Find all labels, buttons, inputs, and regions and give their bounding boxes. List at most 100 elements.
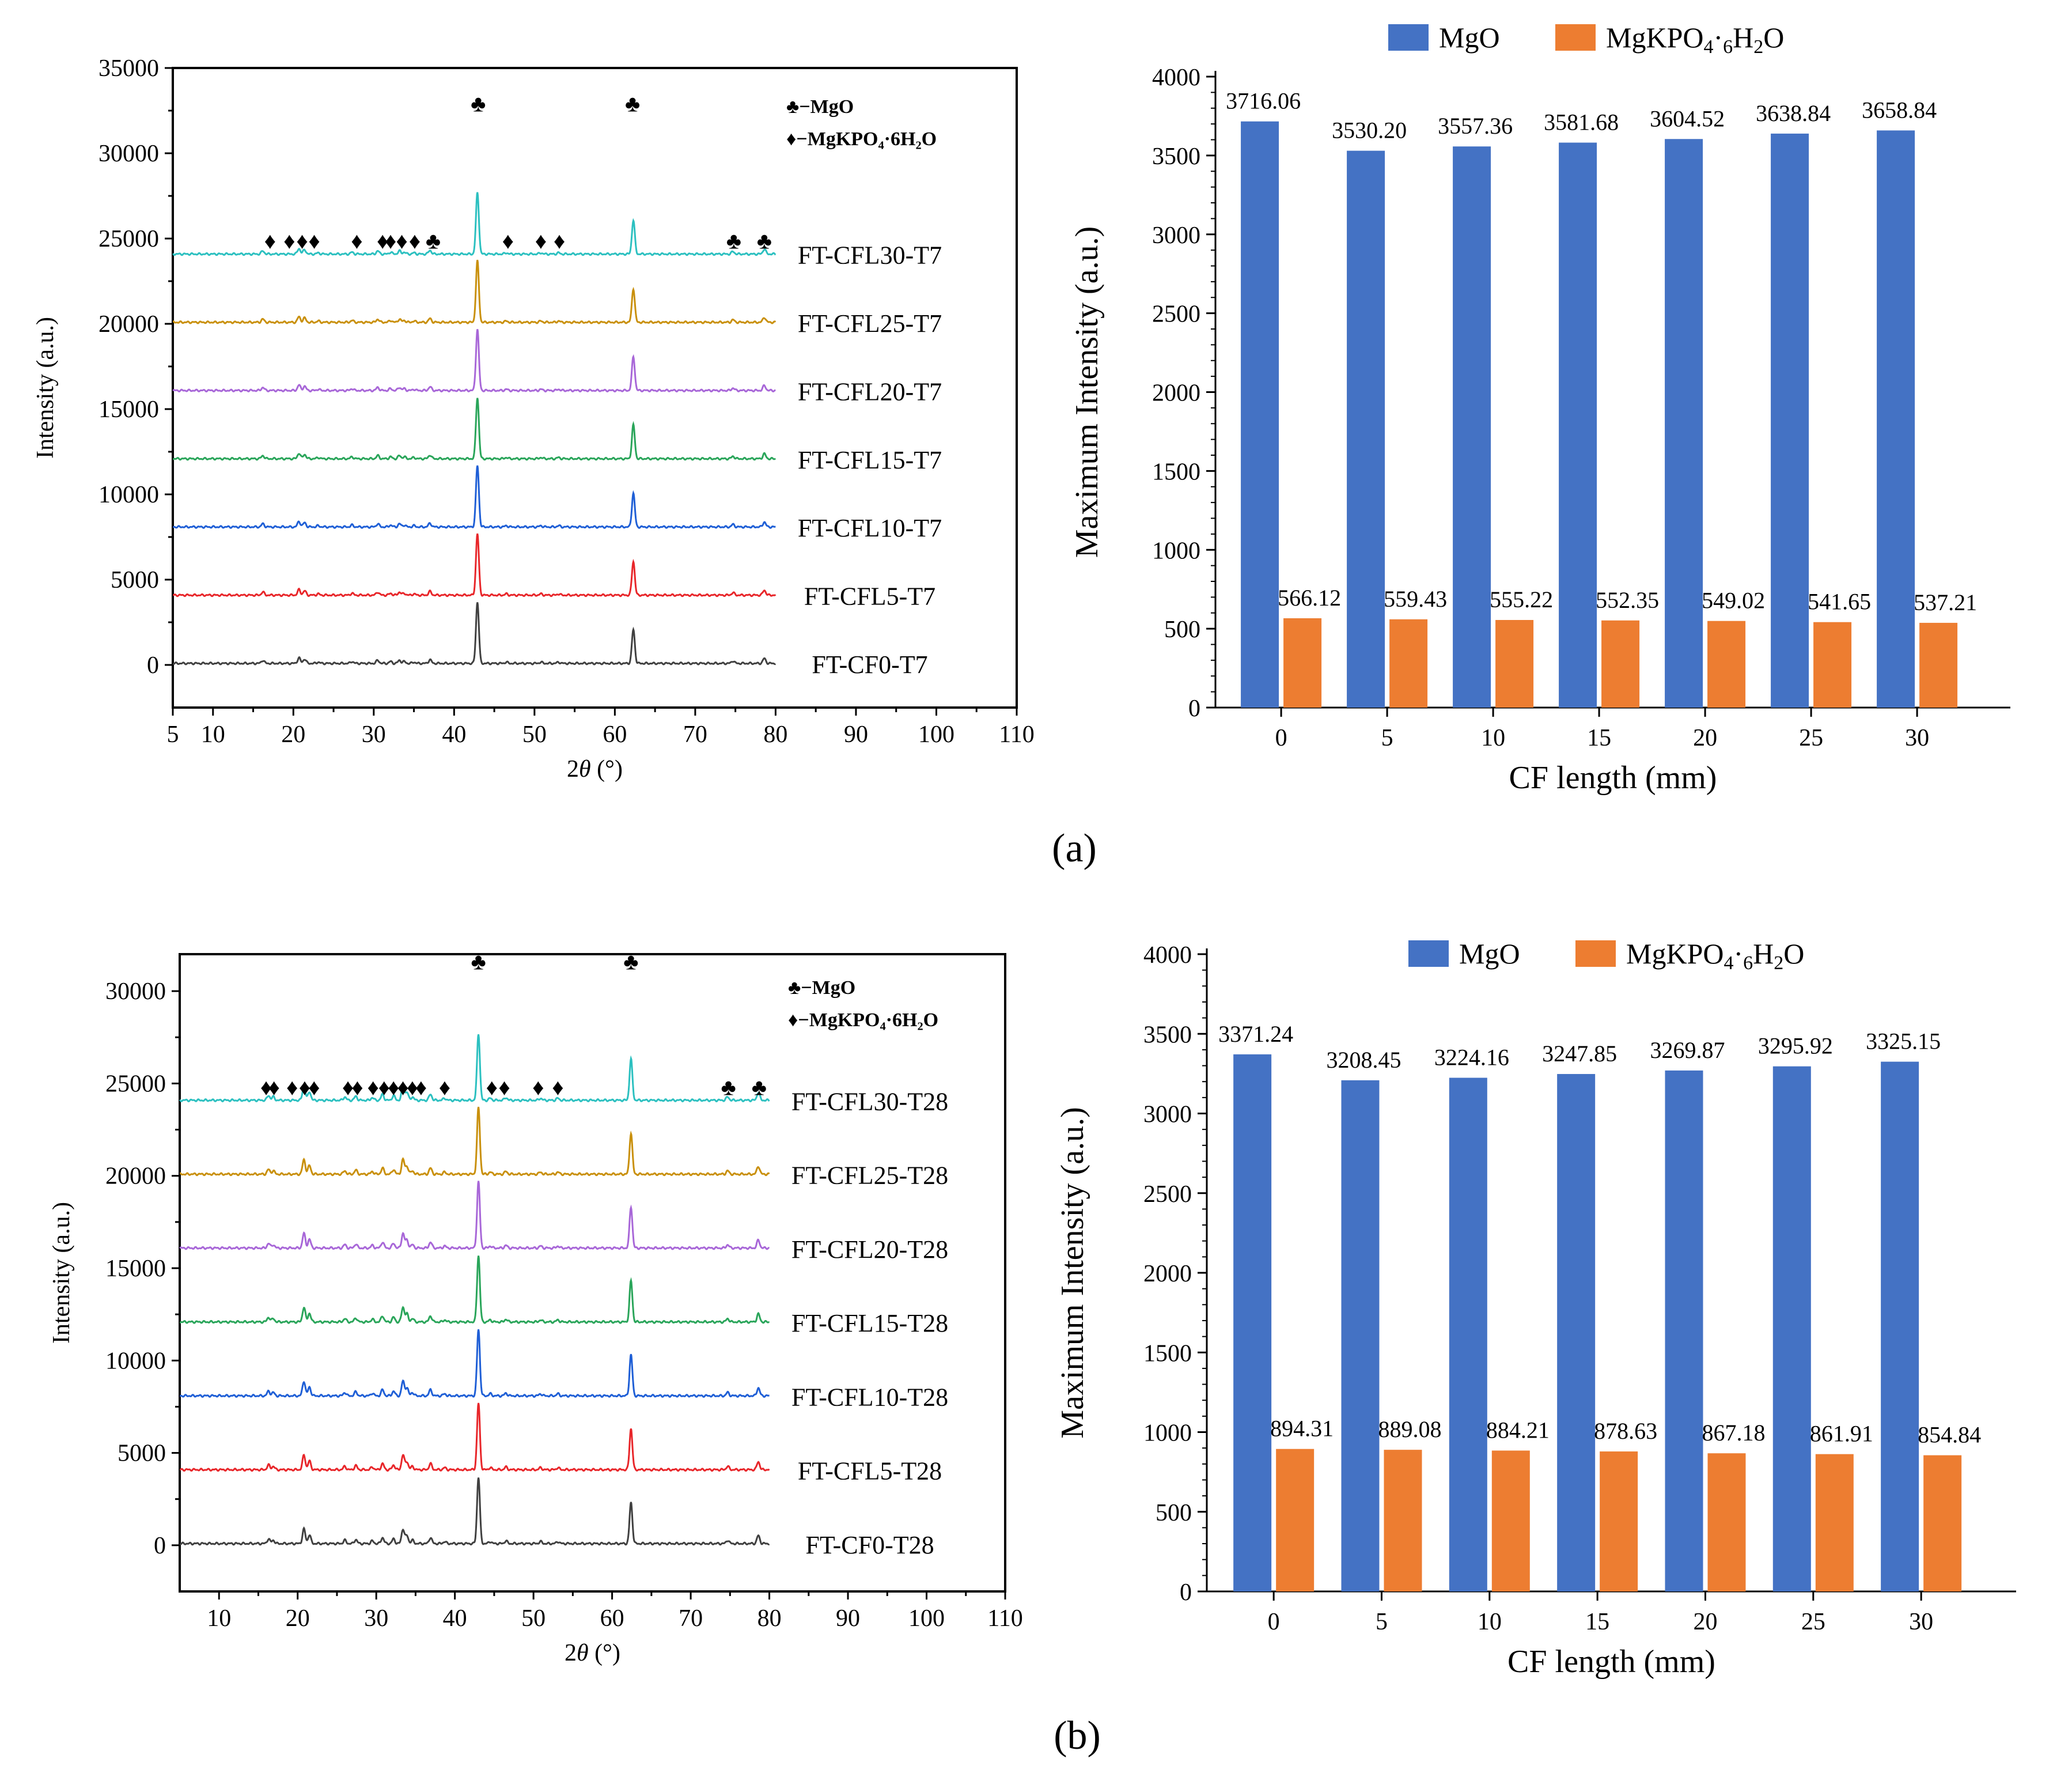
y-tick-label: 500: [1156, 1500, 1192, 1526]
y-axis-label: Maximum Intensity (a.u.): [1069, 226, 1105, 558]
mgkpo4-marker: ♦: [283, 228, 295, 254]
mgo-bar: [1665, 139, 1703, 708]
mgkpo4-marker: ♦: [552, 1074, 563, 1100]
mgkpo4-marker: ♦: [378, 1074, 390, 1100]
bar-value-label: 884.21: [1486, 1417, 1550, 1443]
mgkpo4-marker: ♦: [397, 1074, 408, 1100]
y-tick-label: 15000: [105, 1256, 166, 1282]
x-tick-label: 50: [522, 721, 547, 748]
y-tick-label: 0: [154, 1533, 166, 1559]
mgkpo4-marker: ♦: [396, 228, 407, 254]
mgkpo4-bar: [1283, 618, 1322, 708]
y-axis-label: Intensity (a.u.): [48, 1202, 75, 1344]
x-tick-label: 30: [364, 1605, 388, 1632]
mgkpo4-bar: [1919, 622, 1958, 708]
curve-label: FT-CFL10-T28: [791, 1383, 948, 1411]
bar-value-label: 3557.36: [1438, 113, 1513, 139]
xrd-curve: [180, 1402, 770, 1472]
x-tick-label: 5: [1381, 725, 1393, 751]
bar-value-label: 537.21: [1914, 589, 1977, 615]
xrd-curve: [179, 1034, 770, 1103]
bar-value-label: 3604.52: [1650, 105, 1725, 131]
xrd-curve: [179, 1477, 770, 1546]
y-tick-label: 1500: [1152, 459, 1200, 485]
mgo-bar: [1877, 130, 1915, 708]
mgo-marker: ♣: [625, 91, 640, 117]
x-tick-label: 90: [836, 1605, 860, 1632]
xrd-plot-frame: [179, 953, 1006, 1593]
y-tick-label: 5000: [111, 567, 159, 593]
curve-label: FT-CFL25-T28: [791, 1162, 948, 1190]
y-axis-label: Intensity (a.u.): [32, 317, 59, 459]
mgo-marker: ♣: [426, 228, 441, 254]
bar-value-label: 3658.84: [1862, 97, 1937, 123]
y-tick-label: 0: [1188, 695, 1200, 722]
bar-value-label: 3581.68: [1544, 109, 1619, 135]
mgkpo4-marker: ♦: [502, 228, 514, 254]
bar-value-label: 3716.06: [1226, 88, 1301, 114]
y-tick-label: 2500: [1152, 301, 1200, 328]
x-tick-label: 0: [1268, 1609, 1280, 1635]
x-tick-label: 0: [1275, 725, 1287, 751]
y-tick-label: 1000: [1152, 538, 1200, 564]
x-tick-label: 30: [1905, 725, 1929, 751]
y-tick-label: 10000: [99, 482, 159, 508]
bar-value-label: 541.65: [1808, 589, 1871, 615]
xrd-legend-entry: ♣−MgO: [786, 96, 854, 118]
bar-value-label: 549.02: [1702, 588, 1765, 614]
x-tick-label: 80: [757, 1605, 782, 1632]
y-tick-label: 2000: [1143, 1261, 1192, 1287]
xrd-curve: [173, 259, 776, 324]
x-tick-label: 5: [1376, 1609, 1388, 1635]
x-tick-label: 60: [600, 1605, 624, 1632]
bar-value-label: 559.43: [1384, 586, 1447, 612]
bar-value-label: 854.84: [1918, 1422, 1981, 1448]
x-tick-label: 70: [683, 721, 707, 748]
bar-chart-a: 0 500 1000 1500 2000 2500 3000 3500 4000 0 5 10 15 20…: [1069, 21, 2010, 796]
legend-swatch-mgkpo4: [1555, 24, 1596, 51]
xrd-legend-entry: ♣−MgO: [788, 977, 855, 999]
curve-label: FT-CFL25-T7: [798, 309, 942, 338]
y-tick-label: 30000: [99, 141, 159, 167]
y-tick-label: 1500: [1143, 1340, 1192, 1367]
y-axis-label: Maximum Intensity (a.u.): [1055, 1107, 1090, 1438]
mgkpo4-bar: [1384, 1450, 1422, 1591]
y-tick-label: 3500: [1143, 1022, 1192, 1048]
x-tick-label: 15: [1587, 725, 1611, 751]
xrd-legend-entry: ♦−MgKPO₄·6H₂O: [786, 128, 937, 150]
x-tick-label: 90: [844, 721, 868, 748]
x-tick-label: 100: [908, 1605, 945, 1632]
mgkpo4-marker: ♦: [535, 228, 547, 254]
curve-label: FT-CFL20-T28: [791, 1235, 948, 1264]
y-tick-label: 4000: [1152, 65, 1200, 91]
panel-label-b: (b): [1054, 1714, 1101, 1758]
mgkpo4-marker: ♦: [268, 1074, 280, 1100]
y-tick-label: 25000: [105, 1071, 166, 1097]
bar-value-label: 889.08: [1378, 1416, 1441, 1442]
legend-swatch-mgkpo4: [1575, 940, 1616, 967]
mgo-bar: [1233, 1054, 1272, 1591]
bar-value-label: 878.63: [1594, 1418, 1657, 1444]
bar-value-label: 861.91: [1810, 1421, 1873, 1447]
y-tick-label: 5000: [118, 1440, 166, 1467]
xrd-curve: [179, 1256, 770, 1324]
mgkpo4-bar: [1389, 619, 1428, 708]
bar-value-label: 3325.15: [1866, 1028, 1941, 1054]
mgkpo4-bar: [1813, 622, 1852, 708]
mgo-marker: ♣: [471, 91, 486, 117]
y-tick-label: 15000: [99, 396, 159, 423]
legend-label: MgKPO4·6H2O: [1626, 937, 1804, 974]
mgo-bar: [1559, 142, 1597, 708]
mgkpo4-bar: [1491, 1450, 1530, 1591]
xrd-chart-a: 5 10 20 30 40 50 60 70 80 90 100 110 0 5000 10000 15000…: [32, 55, 1035, 782]
mgkpo4-marker: ♦: [308, 228, 320, 254]
curve-label: FT-CFL15-T7: [798, 446, 942, 474]
bar-value-label: 566.12: [1278, 585, 1341, 611]
x-tick-label: 20: [281, 721, 305, 748]
mgkpo4-marker: ♦: [532, 1074, 544, 1100]
bar-value-label: 3224.16: [1434, 1045, 1509, 1071]
xrd-curve: [179, 1329, 770, 1398]
xrd-curve: [179, 1181, 770, 1250]
x-tick-label: 15: [1585, 1609, 1609, 1635]
